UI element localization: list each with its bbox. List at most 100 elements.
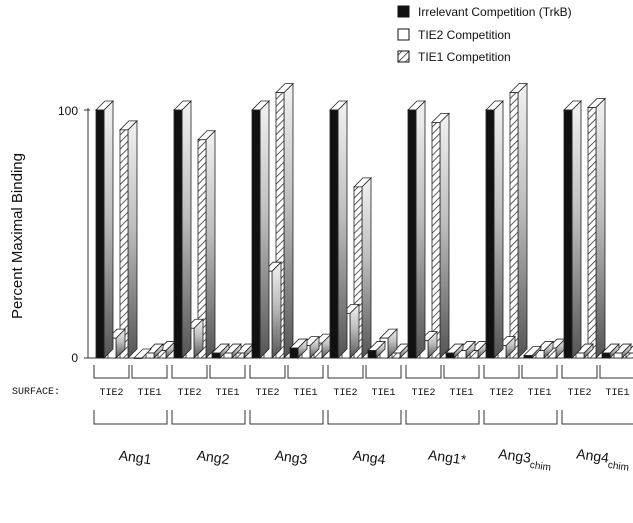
group-bracket-3 xyxy=(249,410,324,425)
bar-g7-tie2-s2-front xyxy=(575,352,585,359)
bar-g7-tie2-s3-side xyxy=(595,97,606,359)
bar-group-4 xyxy=(329,100,410,359)
bar-g3-tie1-s1 xyxy=(289,338,308,359)
surface-tick-label-g3-tie2: TIE2 xyxy=(255,388,279,399)
y-tick-label-0: 0 xyxy=(71,351,78,365)
bar-g2-tie1-s2-front xyxy=(223,352,233,359)
bar-group-5 xyxy=(407,100,488,359)
bars-layer xyxy=(95,82,633,359)
bar-g1-tie1-s3 xyxy=(157,340,176,359)
legend-item-tie1: TIE1 Competition xyxy=(397,50,511,64)
bar-g2-tie1-s1-front xyxy=(211,352,221,359)
bar-g2-tie2-s3 xyxy=(197,129,216,359)
bar-g3-tie2-s1 xyxy=(251,100,270,359)
surface-tick-label-g4-tie2: TIE2 xyxy=(333,388,357,399)
bar-g5-tie1-s1-front xyxy=(445,352,455,359)
group-bracket-5 xyxy=(405,410,480,425)
bar-g3-tie2-s1-side xyxy=(259,100,270,359)
surface-bracket-g1-tie2 xyxy=(93,365,130,379)
group-bracket-7 xyxy=(561,410,633,425)
group-label-5: Ang1* xyxy=(427,446,468,467)
surface-bracket-g6-tie2 xyxy=(483,365,520,379)
bar-g3-tie2-s3-side xyxy=(283,82,294,359)
legend-item-tie2: TIE2 Competition xyxy=(397,28,511,42)
surface-tick-label-g2-tie1: TIE1 xyxy=(215,388,239,399)
legend-swatch-irrelevant xyxy=(397,5,410,18)
y-axis-label: Percent Maximal Binding xyxy=(9,153,26,319)
bar-group-7 xyxy=(563,97,633,359)
surface-bracket-g5-tie1 xyxy=(443,365,480,379)
bar-group-6 xyxy=(485,82,566,359)
surface-tick-label-g1-tie2: TIE2 xyxy=(99,388,123,399)
bar-g4-tie1-s1-front xyxy=(367,350,377,359)
group-label-1: Ang1 xyxy=(118,447,153,467)
bar-g5-tie2-s3 xyxy=(431,112,450,359)
surface-bracket-g4-tie1 xyxy=(365,365,402,379)
legend-label-tie1: TIE1 Competition xyxy=(418,50,511,64)
bar-g2-tie1-s3-front xyxy=(235,352,245,359)
surface-bracket-g4-tie2 xyxy=(327,365,364,379)
legend-swatch-tie2 xyxy=(397,28,410,41)
group-bracket-2 xyxy=(171,410,246,425)
bar-g4-tie1-s1 xyxy=(367,340,386,359)
bar-g6-tie2-s1-front xyxy=(485,109,495,359)
bar-g1-tie2-s3 xyxy=(119,119,138,359)
bar-g2-tie1-s3 xyxy=(235,343,254,359)
legend-label-tie2: TIE2 Competition xyxy=(418,28,511,42)
bar-g3-tie2-s2-side xyxy=(271,261,282,359)
bar-g3-tie1-s1-front xyxy=(289,347,299,359)
surface-bracket-g7-tie2 xyxy=(561,365,598,379)
bar-g3-tie2-s3-front xyxy=(275,92,285,359)
bar-g6-tie2-s3-side xyxy=(517,82,528,359)
bar-g3-tie2-s1-front xyxy=(251,109,261,359)
bar-g5-tie1-s1 xyxy=(445,343,464,359)
bar-g6-tie1-s1-front xyxy=(523,355,533,359)
surface-bracket-g5-tie2 xyxy=(405,365,442,379)
bar-g2-tie2-s1-side xyxy=(181,100,192,359)
group-label-2: Ang2 xyxy=(196,447,231,467)
bar-g7-tie2-s1-side xyxy=(571,100,582,359)
bar-g1-tie2-s3-front xyxy=(119,129,129,359)
surface-tick-label-g4-tie1: TIE1 xyxy=(371,388,395,399)
bar-g1-tie1-s2-front xyxy=(145,352,155,359)
brackets-layer xyxy=(93,365,633,425)
bar-g7-tie1-s1 xyxy=(601,343,620,359)
y-tick-label-100: 100 xyxy=(58,104,78,118)
bar-g4-tie2-s3-front xyxy=(353,186,363,359)
surface-tick-label-g2-tie2: TIE2 xyxy=(177,388,201,399)
legend-item-irrelevant: Irrelevant Competition (TrkB) xyxy=(397,5,572,19)
bar-g1-tie1-s1 xyxy=(133,348,152,359)
surface-tick-label-g7-tie2: TIE2 xyxy=(567,388,591,399)
surface-tick-label-g6-tie2: TIE2 xyxy=(489,388,513,399)
bar-g6-tie2-s3-front xyxy=(509,92,519,359)
bar-g4-tie2-s1-front xyxy=(329,109,339,359)
bar-g1-tie2-s1 xyxy=(95,100,114,359)
surface-tick-label-g7-tie1: TIE1 xyxy=(605,388,629,399)
bar-g7-tie2-s3 xyxy=(587,97,606,359)
bar-g1-tie1-s2 xyxy=(145,343,164,359)
bar-g5-tie2-s3-side xyxy=(439,112,450,359)
surface-bracket-g3-tie2 xyxy=(249,365,286,379)
bar-g7-tie1-s2-front xyxy=(613,352,623,359)
bar-g7-tie1-s1-front xyxy=(601,352,611,359)
bar-group-1 xyxy=(95,100,176,359)
surface-tick-label-g1-tie1: TIE1 xyxy=(137,388,161,399)
group-bracket-1 xyxy=(93,410,168,425)
bar-g7-tie2-s3-front xyxy=(587,107,597,359)
surface-bracket-g2-tie1 xyxy=(209,365,246,379)
bar-g4-tie2-s1-side xyxy=(337,100,348,359)
surface-bracket-g7-tie1 xyxy=(599,365,633,379)
bar-g6-tie2-s1-side xyxy=(493,100,504,359)
group-label-sub-7: chim xyxy=(607,460,629,474)
group-label-3: Ang3 xyxy=(274,447,309,467)
bar-g2-tie2-s1-front xyxy=(173,109,183,359)
group-label-4: Ang4 xyxy=(352,447,387,467)
bar-g6-tie2-s1 xyxy=(485,100,504,359)
surface-bracket-g3-tie1 xyxy=(287,365,324,379)
bar-g2-tie1-s2 xyxy=(223,343,242,359)
bar-g6-tie2-s3 xyxy=(509,82,528,359)
bar-g5-tie2-s1-side xyxy=(415,100,426,359)
bar-g7-tie2-s1-front xyxy=(563,109,573,359)
bar-g6-tie1-s1 xyxy=(523,345,542,359)
